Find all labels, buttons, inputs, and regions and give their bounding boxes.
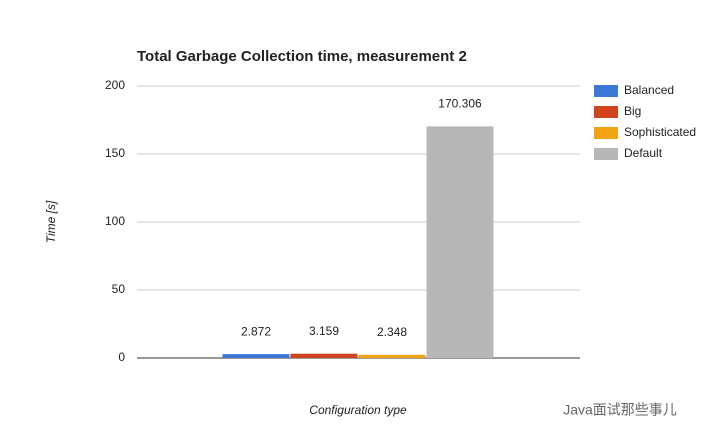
y-tick-label: 50 <box>112 282 126 296</box>
watermark: Java面试那些事儿 <box>563 402 677 418</box>
bar <box>426 126 494 358</box>
data-label: 170.306 <box>438 97 482 111</box>
data-label: 3.159 <box>309 324 339 338</box>
legend-label: Sophisticated <box>624 125 696 139</box>
data-label: 2.348 <box>377 325 407 339</box>
legend-swatch <box>594 148 618 160</box>
legend-swatch <box>594 106 618 118</box>
bar <box>222 354 290 358</box>
legend-label: Big <box>624 104 641 118</box>
x-axis-label: Configuration type <box>309 403 407 417</box>
legend-label: Default <box>624 146 663 160</box>
legend-swatch <box>594 127 618 139</box>
y-tick-label: 200 <box>105 78 125 92</box>
y-tick-label: 0 <box>118 350 125 364</box>
legend-label: Balanced <box>624 83 674 97</box>
bar <box>290 353 358 358</box>
y-axis-label: Time [s] <box>44 200 58 243</box>
data-label: 2.872 <box>241 324 271 338</box>
y-tick-label: 100 <box>105 214 125 228</box>
y-tick-label: 150 <box>105 146 125 160</box>
legend-swatch <box>594 85 618 97</box>
bar <box>358 354 426 358</box>
chart-title: Total Garbage Collection time, measureme… <box>137 48 467 65</box>
